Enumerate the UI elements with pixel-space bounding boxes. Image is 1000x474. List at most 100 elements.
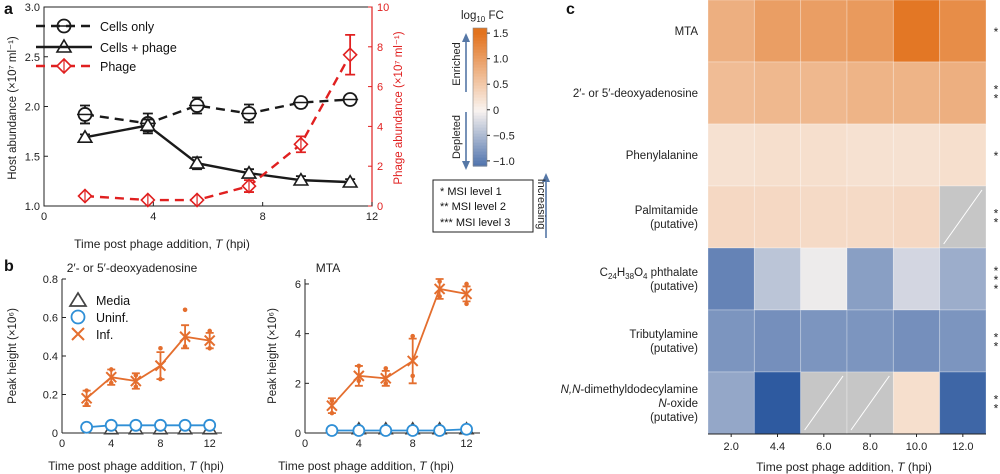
colorbar-ticks: 1.5 1.0 0.5 0 −0.5 −1.0 [487, 28, 515, 168]
data-point [203, 418, 217, 432]
colorbar-segment [473, 97, 487, 101]
enriched-arrowhead [462, 33, 470, 42]
colorbar-segment [473, 118, 487, 122]
right-y-tick-label: 2 [377, 161, 383, 173]
heatmap-cell [939, 0, 987, 63]
panel-label-b: b [4, 258, 14, 275]
x-tick-label: 12 [204, 438, 216, 450]
data-point [460, 288, 473, 300]
heatmap-cell [753, 185, 802, 249]
legend-label-phage: Phage [100, 60, 136, 74]
replicate-point [383, 366, 389, 371]
heatmap-cell [800, 309, 848, 373]
legend-cells-phage: Cells + phage [36, 38, 177, 55]
row-label-part: N [658, 398, 667, 410]
data-point [129, 418, 143, 432]
missing-cell-slash [804, 375, 844, 431]
right-y-tick-label: 0 [377, 201, 383, 213]
row-label-part: 24 [608, 272, 617, 281]
row-label-part: 38 [625, 272, 634, 281]
colorbar-segment [473, 133, 487, 137]
data-point [130, 375, 142, 387]
heatmap-cell [707, 61, 755, 125]
y-tick-label: 2.5 [25, 52, 40, 64]
colorbar-tick-label: 1.5 [493, 28, 508, 40]
colorbar-segment [473, 52, 487, 56]
right-y-tick-label: 6 [377, 82, 383, 94]
data-point [105, 371, 117, 383]
msi-star: * [994, 149, 999, 163]
heatmap-cell [846, 185, 894, 249]
heatmap-cell [892, 123, 941, 187]
data-point [154, 418, 167, 432]
y-tick-label: 0.4 [43, 351, 58, 363]
colorbar-title: log10 FC [461, 10, 504, 24]
heatmap-cell [707, 309, 755, 373]
row-label-part: Phenylalanine [626, 150, 698, 162]
panel-b-right-y-axis-label: Peak height (×10⁶) [267, 308, 279, 404]
colorbar-segment [473, 61, 487, 65]
x-tick-label: 8 [410, 438, 416, 450]
heatmap-cell [800, 247, 848, 311]
colorbar-segment [473, 115, 487, 119]
legend-uninf-circle [70, 309, 86, 325]
series-line-0 [84, 98, 351, 125]
row-label-part: phthalate [647, 267, 698, 279]
heatmap-cell [707, 123, 755, 187]
msi-level-3: *** MSI level 3 [440, 217, 510, 229]
row-label-part: N,N [561, 384, 582, 396]
right-y-tick-label: 8 [377, 42, 383, 54]
heatmap-cell [939, 371, 987, 435]
heatmap-row-label: N-oxide [658, 398, 698, 410]
enriched-label: Enriched [451, 42, 463, 85]
row-label-part: 4 [643, 272, 648, 281]
colorbar-segment [473, 31, 487, 35]
panel-b-legend: Media Uninf. Inf. [68, 291, 130, 342]
row-label-part: O [634, 267, 643, 279]
legend-media-triangle [68, 291, 88, 307]
msi-star: * [994, 402, 999, 416]
heatmap-cell [939, 61, 987, 125]
row-label-part: MTA [675, 26, 699, 38]
colorbar-segment [473, 28, 487, 32]
x-tick-label: 4 [356, 438, 362, 450]
msi-star: * [994, 340, 999, 354]
heatmap-cell [892, 0, 941, 63]
row-label-part: Tributylamine [629, 329, 698, 341]
heatmap-cell [846, 61, 894, 125]
heatmap-row-label: Tributylamine [629, 329, 698, 341]
heatmap-cell [753, 123, 802, 187]
depleted-arrowhead [462, 161, 470, 170]
data-point [188, 155, 206, 169]
heatmap-row-label: N,N-dimethyldodecylamine [561, 384, 698, 396]
panel-b: b 2′- or 5′-deoxyadenosine 0 0.2 0.4 0.6 0.8… [4, 258, 480, 473]
x-tick-label: 4 [150, 211, 156, 223]
heatmap-row-label: MTA [675, 26, 699, 38]
missing-cell-slash [850, 375, 890, 431]
legend-cells-only: Cells only [36, 18, 155, 34]
msi-star: * [994, 207, 999, 221]
right-y-tick-label: 10 [377, 2, 389, 14]
x-tick-label: 8 [157, 438, 163, 450]
row-label-part: (putative) [650, 281, 698, 293]
colorbar-segment [473, 64, 487, 68]
data-point [178, 418, 192, 432]
panel-b-right-plot: 0 2 4 6 0 4 8 12 [295, 278, 480, 450]
heatmap-cell [939, 123, 987, 187]
colorbar-segment [473, 124, 487, 128]
colorbar-segment [473, 34, 487, 38]
x-tick-label: 0 [59, 438, 65, 450]
colorbar-tick-label: 0.5 [493, 79, 508, 91]
data-point [460, 422, 473, 436]
colorbar-segment [473, 37, 487, 41]
data-point [326, 399, 338, 412]
series-line-1 [331, 428, 467, 432]
colorbar-segment [473, 91, 487, 95]
data-point [433, 283, 446, 295]
colorbar-segment [473, 103, 487, 107]
y-tick-label: 0 [295, 428, 301, 440]
heatmap-cell [753, 0, 802, 63]
heatmap-column-label: 10.0 [906, 441, 927, 453]
y-tick-label: 0.2 [43, 390, 58, 402]
colorbar-segment [473, 43, 487, 47]
